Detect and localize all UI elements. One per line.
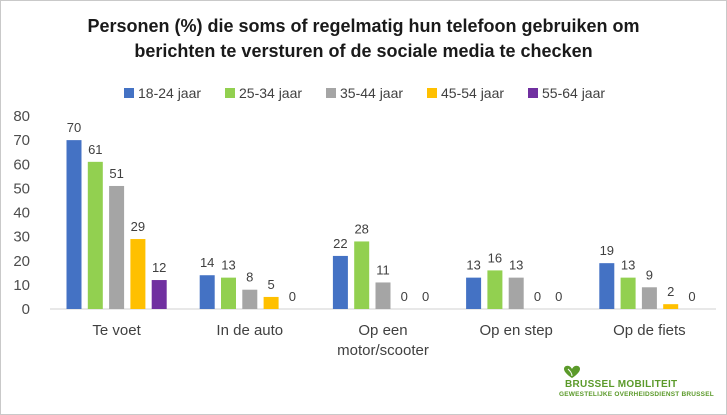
y-tick-label: 80 <box>13 108 30 125</box>
y-tick-label: 20 <box>13 253 30 270</box>
bar <box>109 185 125 309</box>
bar <box>87 161 103 309</box>
data-label: 8 <box>246 270 253 285</box>
legend-label: 45-54 jaar <box>441 85 504 101</box>
legend-label: 25-34 jaar <box>239 85 302 101</box>
bar <box>641 287 657 309</box>
category-label: motor/scooter <box>337 342 429 359</box>
data-label: 0 <box>289 289 296 304</box>
category-label: In de auto <box>216 322 283 339</box>
y-tick-label: 70 <box>13 132 30 149</box>
legend-label: 55-64 jaar <box>542 85 605 101</box>
data-label: 5 <box>267 277 274 292</box>
bar <box>263 296 279 309</box>
data-label: 51 <box>109 166 123 181</box>
bar <box>151 280 167 309</box>
category-label: Op en step <box>480 322 553 339</box>
bar <box>487 270 503 309</box>
data-label: 14 <box>200 255 214 270</box>
data-label: 13 <box>621 258 635 273</box>
y-tick-label: 10 <box>13 277 30 294</box>
bar <box>66 140 82 309</box>
legend-swatch <box>427 88 437 98</box>
brussel-mobiliteit-logo: BRUSSEL MOBILITEIT GEWESTELIJKE OVERHEID… <box>558 364 720 408</box>
bar <box>221 277 236 309</box>
data-label: 11 <box>376 262 390 277</box>
y-tick-label: 40 <box>13 205 30 222</box>
bar <box>620 277 636 309</box>
data-label: 13 <box>221 258 235 273</box>
data-label: 12 <box>152 260 166 275</box>
data-label: 2 <box>667 284 674 299</box>
legend-label: 18-24 jaar <box>138 85 201 101</box>
data-label: 29 <box>131 219 145 234</box>
data-label: 22 <box>333 236 347 251</box>
data-label: 28 <box>354 221 368 236</box>
category-label: Te voet <box>92 322 141 339</box>
legend-swatch <box>225 88 235 98</box>
legend-swatch <box>124 88 134 98</box>
data-label: 0 <box>534 289 541 304</box>
data-label: 0 <box>401 289 408 304</box>
bar <box>199 275 215 309</box>
data-label: 19 <box>600 243 614 258</box>
logo-name: BRUSSEL MOBILITEIT <box>565 379 678 390</box>
chart-title: Personen (%) die soms of regelmatig hun … <box>0 14 727 64</box>
data-label: 0 <box>555 289 562 304</box>
bar <box>354 241 370 309</box>
bar <box>663 304 679 309</box>
logo-subtitle: GEWESTELIJKE OVERHEIDSDIENST BRUSSEL <box>559 391 714 398</box>
bar <box>130 239 146 309</box>
legend-label: 35-44 jaar <box>340 85 403 101</box>
legend-swatch <box>326 88 336 98</box>
data-label: 70 <box>67 120 81 135</box>
data-label: 9 <box>646 267 653 282</box>
data-label: 16 <box>488 250 502 265</box>
data-label: 13 <box>466 258 480 273</box>
chart-title-line-1: Personen (%) die soms of regelmatig hun … <box>87 16 640 36</box>
category-label: Op de fiets <box>613 322 686 339</box>
bar <box>242 289 258 309</box>
data-label: 0 <box>422 289 429 304</box>
bar <box>508 277 524 309</box>
category-label: Op een <box>358 322 407 339</box>
heart-leaf-icon <box>564 365 580 378</box>
bar <box>599 263 615 309</box>
y-tick-label: 50 <box>13 180 30 197</box>
legend-swatch <box>528 88 538 98</box>
bar <box>375 282 391 309</box>
y-tick-label: 0 <box>22 301 30 318</box>
data-label: 61 <box>88 142 102 157</box>
bar <box>466 277 482 309</box>
data-label: 13 <box>509 258 523 273</box>
y-tick-label: 60 <box>13 156 30 173</box>
data-label: 0 <box>688 289 695 304</box>
chart-title-line-2: berichten te versturen of de sociale med… <box>134 41 593 61</box>
bar <box>332 255 348 309</box>
y-tick-label: 30 <box>13 229 30 246</box>
